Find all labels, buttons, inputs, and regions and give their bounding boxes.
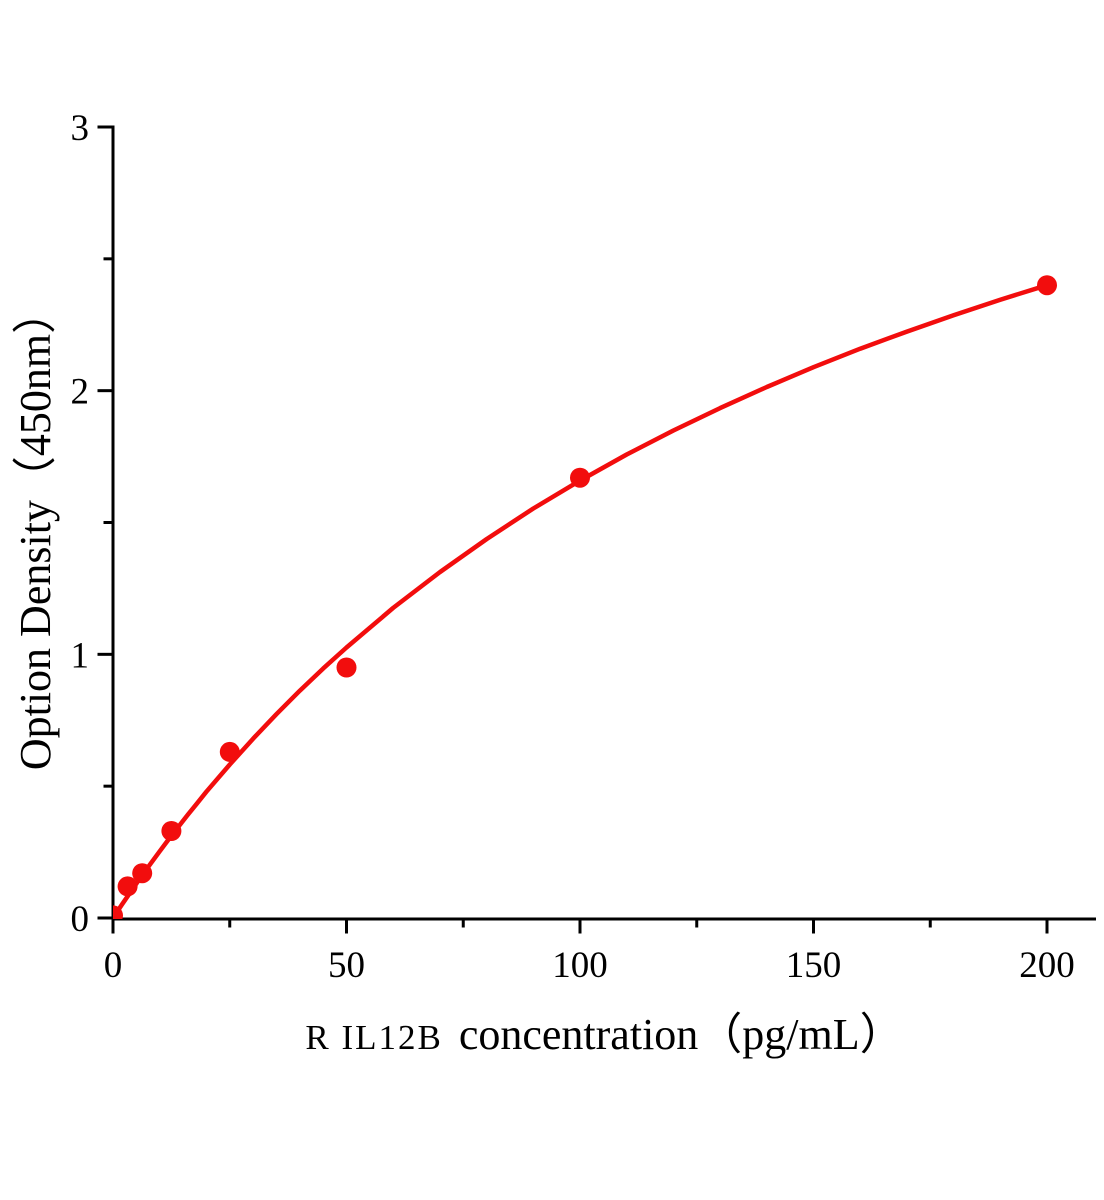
x-axis-title: R IL12B concentration（pg/mL）: [113, 998, 1096, 1062]
x-tick-label: 50: [328, 945, 365, 986]
y-axis-title: Option Density（450nm）: [11, 289, 60, 771]
x-axis-title-main: concentration（pg/mL）: [458, 1010, 904, 1059]
data-point: [161, 821, 182, 841]
data-point: [570, 467, 590, 488]
y-tick-label: 1: [71, 635, 90, 676]
data-point: [132, 863, 153, 884]
data-point: [1037, 275, 1057, 296]
x-tick-label: 0: [104, 945, 123, 986]
data-point: [117, 876, 138, 897]
series-layer: [113, 275, 1057, 919]
y-tick-label: 3: [71, 108, 90, 149]
ticks-layer: 0 50 100 150 200 0 1 2 3: [71, 108, 1075, 986]
y-tick-label: 0: [71, 899, 90, 940]
x-tick-label: 150: [786, 945, 842, 986]
y-tick-label: 2: [71, 372, 90, 413]
x-tick-label: 100: [552, 945, 608, 986]
fit-curve: [113, 282, 1050, 919]
data-point: [336, 657, 357, 678]
data-point: [113, 905, 123, 919]
x-tick-label: 200: [1019, 945, 1075, 986]
x-axis-title-prefix: R IL12B: [305, 1018, 443, 1057]
data-point: [219, 741, 240, 762]
